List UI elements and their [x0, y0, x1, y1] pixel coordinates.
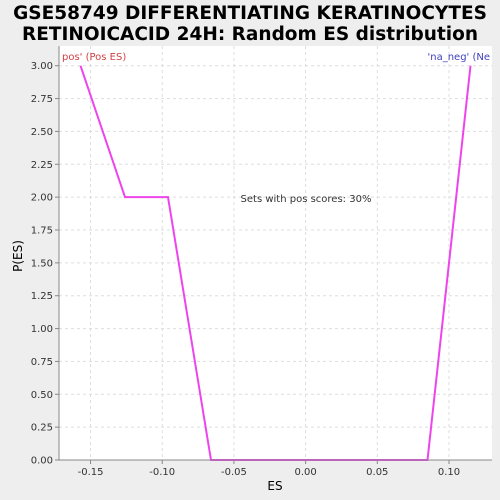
axis-ticks: 0.00 0.25 0.50 0.75 1.00 1.25 1.50 1.75 2.00 2.25… [31, 61, 460, 478]
chart-title-line-2: RETINOICACID 24H: Random ES distribution [22, 24, 478, 45]
x-tick-label: -0.05 [221, 467, 247, 478]
x-tick-label: -0.15 [78, 467, 104, 478]
series-layer [79, 65, 472, 461]
y-tick-label: 2.50 [31, 127, 53, 138]
x-tick-label: -0.10 [149, 467, 175, 478]
y-tick-label: 2.25 [31, 160, 53, 171]
plot-area [59, 46, 492, 460]
y-tick-label: 1.75 [31, 226, 53, 237]
x-tick-label: 0.10 [438, 467, 460, 478]
pos-es-label: pos' (Pos ES) [62, 52, 126, 63]
y-tick-label: 0.00 [31, 456, 53, 467]
y-tick-label: 1.50 [31, 258, 53, 269]
y-tick-label: 3.00 [31, 61, 53, 72]
x-tick-label: 0.00 [294, 467, 316, 478]
neg-es-label: 'na_neg' (Ne [427, 52, 490, 63]
y-tick-label: 1.25 [31, 291, 53, 302]
y-tick-label: 2.00 [31, 193, 53, 204]
chart-title-line-1: GSE58749 DIFFERENTIATING KERATINOCYTES [13, 3, 487, 24]
y-tick-label: 0.75 [31, 357, 53, 368]
x-tick-label: 0.05 [366, 467, 388, 478]
y-axis-label: P(ES) [11, 240, 25, 272]
pos-score-annotation: Sets with pos scores: 30% [241, 194, 372, 205]
x-axis-label: ES [267, 479, 282, 493]
y-tick-label: 0.50 [31, 390, 53, 401]
y-tick-label: 1.00 [31, 324, 53, 335]
y-tick-label: 2.75 [31, 94, 53, 105]
y-tick-label: 0.25 [31, 423, 53, 434]
series-line-pes [79, 65, 472, 461]
